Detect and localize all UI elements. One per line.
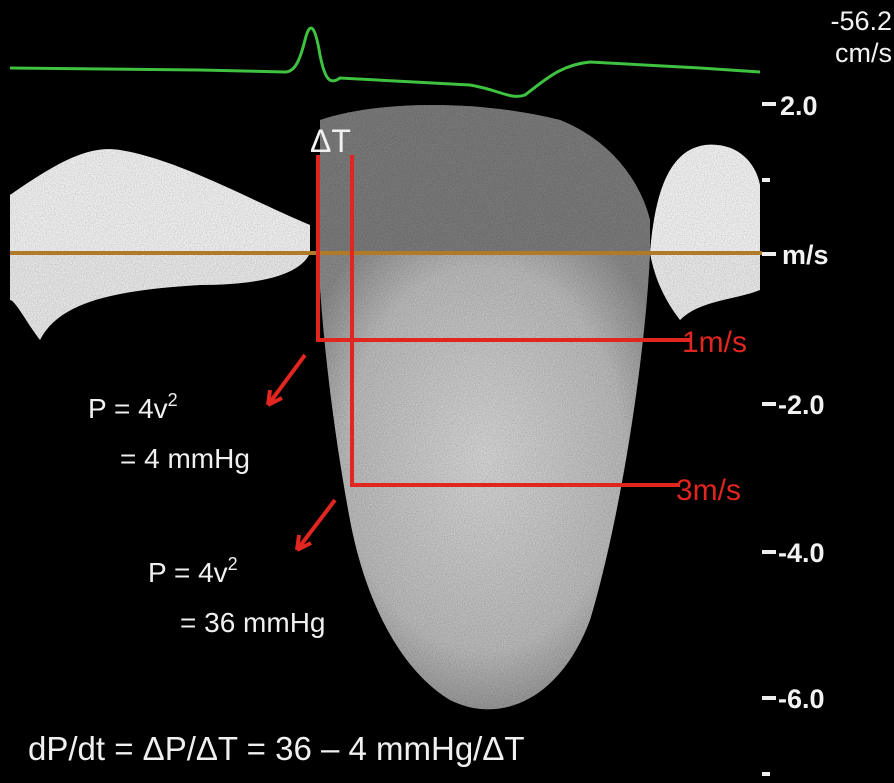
doppler-spectrum xyxy=(10,105,760,710)
pressure-1-result: = 4 mmHg xyxy=(120,443,250,474)
main-envelope xyxy=(318,253,650,710)
backward-flow-right xyxy=(650,253,760,320)
measurement-lines xyxy=(266,155,690,552)
upper-spectrum xyxy=(320,105,650,253)
tick xyxy=(762,550,776,554)
tick xyxy=(762,772,770,776)
scale-panel xyxy=(760,0,894,783)
scale-ecg-value: -56.2 xyxy=(830,6,892,36)
formula-text: P = 4v xyxy=(88,393,168,424)
scale-label: -4.0 xyxy=(778,538,825,568)
formula-2: P = 4v2 xyxy=(148,554,238,588)
forward-flow-left xyxy=(10,149,310,253)
tick xyxy=(762,402,776,406)
velocity-1-line xyxy=(316,155,690,342)
tick xyxy=(762,102,776,106)
formula-1: P = 4v2 xyxy=(88,390,178,424)
formula-exponent: 2 xyxy=(168,390,178,410)
scale-unit: m/s xyxy=(782,240,829,270)
velocity-1-label: 1m/s xyxy=(682,326,747,359)
scale-label: -2.0 xyxy=(778,390,825,420)
tick xyxy=(762,252,776,256)
backward-flow-left xyxy=(10,253,310,340)
scale-label: -6.0 xyxy=(778,684,825,714)
delta-t-label: ΔT xyxy=(310,123,351,159)
ecg-trace xyxy=(9,26,761,98)
formula-text: P = 4v xyxy=(148,557,228,588)
formula-exponent: 2 xyxy=(228,554,238,574)
tick xyxy=(762,696,776,700)
velocity-3-label: 3m/s xyxy=(676,474,741,507)
scale-label: 2.0 xyxy=(780,91,818,121)
dpdt-equation: dP/dt = ΔP/ΔT = 36 – 4 mmHg/ΔT xyxy=(28,730,525,767)
velocity-3-line xyxy=(350,155,680,487)
arrow-2 xyxy=(295,498,337,552)
forward-flow-right xyxy=(650,144,760,253)
tick xyxy=(762,178,770,182)
arrow-1 xyxy=(266,353,307,407)
scale-ecg-unit: cm/s xyxy=(835,38,892,68)
pressure-2-result: = 36 mmHg xyxy=(180,607,326,638)
velocity-scale: -56.2 cm/s 2.0 m/s -2.0 -4.0 -6.0 xyxy=(762,6,892,776)
